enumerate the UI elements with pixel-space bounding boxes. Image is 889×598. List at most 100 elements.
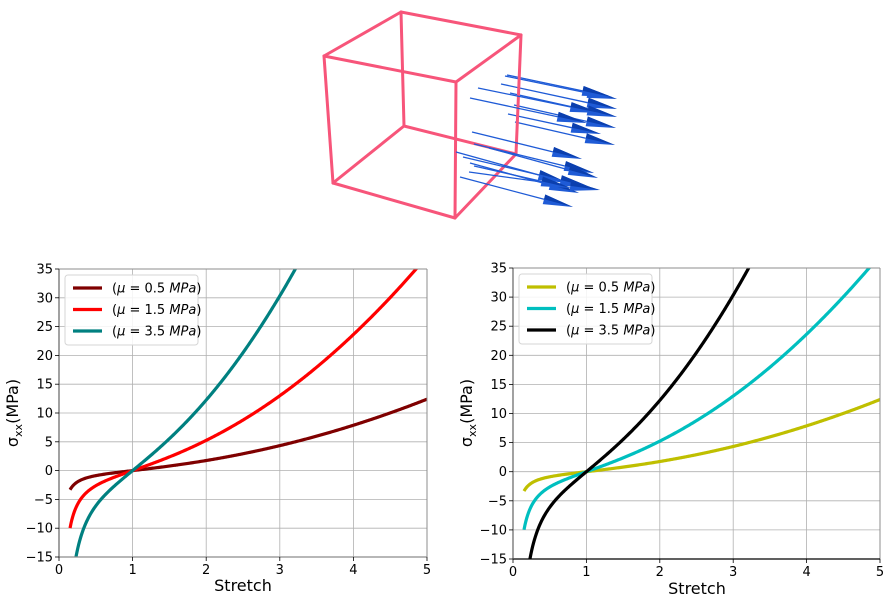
- y-axis-label: σxx(MPa): [3, 379, 25, 447]
- arrow-shaft: [469, 97, 558, 118]
- series-group: [68, 269, 427, 557]
- ylabel-sigma: σ: [3, 437, 22, 447]
- arrow-head-shade: [564, 161, 594, 173]
- x-axis-label: Stretch: [668, 579, 726, 598]
- force-arrow: [506, 74, 612, 97]
- x-tick-label: 2: [202, 563, 210, 578]
- x-tick-label: 5: [423, 563, 431, 578]
- tick-labels: 0 1 2 3 4 5 −15 −10 −5 0 5 10 15 20 25 30 35: [26, 263, 432, 579]
- tick-labels: 0 1 2 3 4 5 −15 −10 −5 0 5 10 15 20 25 30 35: [480, 262, 885, 581]
- arrow-shaft: [477, 87, 571, 108]
- y-tick-label: −15: [26, 551, 53, 566]
- y-tick-label: 10: [36, 407, 53, 422]
- arrow-head-shade: [560, 175, 590, 187]
- y-tick-label: 5: [499, 436, 507, 451]
- arrow-head-shade: [570, 102, 600, 113]
- y-tick-label: 10: [490, 407, 507, 422]
- force-arrow: [462, 156, 590, 187]
- y-tick-label: 25: [490, 320, 507, 335]
- force-arrow: [500, 83, 617, 109]
- force-arrow: [471, 131, 582, 159]
- legend-item: (μ = 0.5 MPa): [527, 281, 655, 296]
- x-axis-label: Stretch: [214, 576, 272, 595]
- y-tick-label: −5: [34, 493, 53, 508]
- cube-edge: [399, 10, 523, 37]
- y-tick-label: 30: [36, 291, 53, 306]
- legend-item: (μ = 1.5 MPa): [527, 302, 655, 317]
- arrow-head-shade: [544, 194, 573, 207]
- arrow-shaft: [471, 131, 554, 153]
- ylabel-unit: (MPa): [457, 379, 476, 424]
- traction-arrows-back: [500, 74, 617, 145]
- arrow-shaft: [514, 121, 586, 139]
- x-tick-label: 3: [276, 563, 284, 578]
- y-tick-label: 35: [36, 263, 53, 278]
- arrow-head-shade: [582, 85, 612, 97]
- ylabel-unit: (MPa): [3, 379, 22, 424]
- force-arrow: [513, 104, 616, 128]
- cube-edge: [331, 124, 406, 185]
- series-line-3: [74, 269, 298, 557]
- force-arrow: [473, 165, 571, 188]
- y-tick-label: 15: [490, 378, 507, 393]
- x-tick-label: 1: [128, 563, 136, 578]
- axes-frame: [58, 268, 428, 558]
- arrow-head-shade: [586, 116, 616, 128]
- legend-label: (μ = 0.5 MPa): [112, 282, 201, 297]
- legend-label: (μ = 3.5 MPa): [112, 325, 201, 340]
- ylabel-sigma: σ: [457, 437, 476, 447]
- x-tick-label: 2: [656, 565, 664, 580]
- x-tick-label: 0: [55, 563, 63, 578]
- cube-edge: [454, 33, 523, 84]
- arrow-shaft: [500, 83, 588, 104]
- y-tick-label: 20: [36, 349, 53, 364]
- arrow-head-shade: [557, 111, 587, 123]
- x-tick-label: 5: [876, 565, 884, 580]
- force-arrow: [477, 87, 600, 113]
- legend-item: (μ = 3.5 MPa): [527, 324, 655, 339]
- arrow-head-shade: [570, 180, 600, 190]
- stress-stretch-plot-left: σxx(MPa) Stretch 0 1 2 3 4 5 −15 −10 −5 0 5 10 15 20 2…: [3, 263, 432, 596]
- arrow-shaft: [459, 176, 545, 200]
- y-axis-label: σxx(MPa): [457, 379, 479, 447]
- arrow-head-shade: [552, 146, 582, 159]
- series-line-3: [528, 268, 751, 559]
- cube-edge: [331, 181, 457, 220]
- arrow-head-shade: [571, 122, 601, 134]
- legend-item: (μ = 0.5 MPa): [73, 282, 201, 297]
- y-tick-label: 15: [36, 378, 53, 393]
- series-group: [522, 268, 880, 559]
- force-arrow: [459, 176, 573, 207]
- stress-stretch-plot-right: σxx(MPa) Stretch 0 1 2 3 4 5 −15 −10 −5 0 5 10 15 20 2…: [457, 262, 885, 598]
- x-tick-label: 1: [582, 565, 590, 580]
- cube-edge: [399, 10, 406, 128]
- arrow-head-shade: [587, 97, 617, 109]
- y-tick-label: 30: [490, 291, 507, 306]
- legend-item: (μ = 1.5 MPa): [73, 303, 201, 318]
- legend: (μ = 0.5 MPa) (μ = 1.5 MPa) (μ = 3.5 MPa): [64, 274, 201, 346]
- cube-edge: [322, 54, 458, 84]
- force-arrow: [469, 97, 587, 123]
- legend-label: (μ = 1.5 MPa): [112, 303, 201, 318]
- legend-box: [518, 273, 653, 345]
- force-arrow: [488, 147, 598, 178]
- arrow-head-shade: [541, 176, 571, 188]
- y-tick-label: 20: [490, 349, 507, 364]
- cube-edge: [453, 152, 518, 220]
- cube-edge: [322, 54, 335, 185]
- legend-label: (μ = 0.5 MPa): [566, 281, 655, 296]
- y-tick-label: 0: [45, 464, 53, 479]
- force-arrow: [514, 121, 615, 145]
- cube-wireframe: [322, 10, 523, 220]
- cube-illustration: [322, 10, 617, 220]
- legend-label: (μ = 1.5 MPa): [566, 302, 655, 317]
- legend: (μ = 0.5 MPa) (μ = 1.5 MPa) (μ = 3.5 MPa): [518, 273, 655, 345]
- x-tick-label: 3: [729, 565, 737, 580]
- y-tick-label: −5: [488, 494, 507, 509]
- legend-label: (μ = 3.5 MPa): [566, 324, 655, 339]
- legend-item: (μ = 3.5 MPa): [73, 325, 201, 340]
- ylabel-subscript: xx: [466, 423, 479, 437]
- arrow-head-shade: [585, 133, 615, 145]
- arrow-head-shade: [569, 165, 598, 178]
- y-tick-label: −10: [26, 522, 53, 537]
